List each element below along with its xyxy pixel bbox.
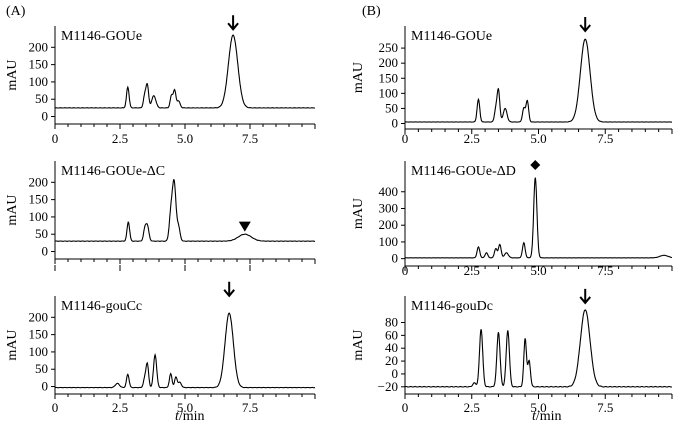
y-tick-label: 0 <box>42 244 49 259</box>
y-tick-label: 0 <box>392 251 399 266</box>
x-tick-label: 7.5 <box>597 131 613 146</box>
y-tick-label: 200 <box>29 309 49 324</box>
chromatogram-line <box>54 312 315 389</box>
y-axis-title: mAU <box>5 329 20 360</box>
chromatogram-line <box>404 309 672 388</box>
arrow-marker <box>579 17 591 33</box>
x-tick-label: 0 <box>52 131 59 146</box>
y-tick-label: 80 <box>385 315 398 330</box>
x-tick-label: 5.0 <box>530 263 546 278</box>
x-tick-label: 5.0 <box>530 131 546 146</box>
x-tick-label: 0 <box>52 400 59 415</box>
x-tick-label: 7.5 <box>597 400 613 415</box>
chart-title: M1146-GOUe <box>61 29 142 44</box>
y-tick-label: 100 <box>29 74 49 89</box>
chromatogram-line <box>54 178 316 242</box>
diamond-marker <box>530 160 541 170</box>
chromatogram-line <box>404 38 672 123</box>
y-tick-label: 200 <box>379 55 399 70</box>
x-tick-label: 7.5 <box>242 131 258 146</box>
y-tick-label: 250 <box>379 40 399 55</box>
panel-label-b: (B) <box>362 4 381 19</box>
x-tick-label: 0 <box>402 263 409 278</box>
y-tick-label: 50 <box>35 226 48 241</box>
y-axis-title: mAU <box>5 59 20 90</box>
y-axis-title: mAU <box>351 198 366 229</box>
y-tick-label: 100 <box>29 344 49 359</box>
y-tick-label: 0 <box>42 109 49 124</box>
y-axis-title: mAU <box>351 62 366 93</box>
y-axis-title: mAU <box>5 194 20 225</box>
y-tick-label: 150 <box>379 70 399 85</box>
x-axis-title-a: t/min <box>175 409 205 424</box>
y-tick-label: 200 <box>29 39 49 54</box>
y-tick-label: −20 <box>378 379 398 394</box>
chart-1: 0 50 100 150 200 0 2.5 5.0 7.5 mAU M1146-GOUe <box>5 15 316 146</box>
y-tick-label: 100 <box>379 234 399 249</box>
triangle-marker <box>238 221 251 232</box>
y-tick-label: 0 <box>392 366 399 381</box>
y-tick-label: 100 <box>29 209 49 224</box>
x-tick-label: 2.5 <box>112 131 128 146</box>
x-tick-label: 2.5 <box>464 131 480 146</box>
chromatogram-line <box>405 177 672 259</box>
chart-title: M1146-gouCc <box>61 299 142 314</box>
x-tick-label: 5.0 <box>530 400 546 415</box>
y-tick-label: 150 <box>29 327 49 342</box>
chart-title: M1146-GOUe-ΔC <box>61 164 165 179</box>
arrow-marker <box>223 281 235 298</box>
y-tick-label: 100 <box>379 85 399 100</box>
y-tick-label: 200 <box>379 217 399 232</box>
chromatogram-line <box>54 34 315 109</box>
x-tick-label: 2.5 <box>464 263 480 278</box>
x-tick-label: 5.0 <box>177 131 193 146</box>
y-axis-title: mAU <box>351 329 366 360</box>
x-tick-label: 7.5 <box>242 400 258 415</box>
y-tick-label: 0 <box>392 115 399 130</box>
y-tick-label: 0 <box>42 379 49 394</box>
chart-title: M1146-gouDc <box>411 299 493 314</box>
chart-3: 0 50 100 150 200 0 2.5 5.0 7.5 mAU M1146-gouCc <box>5 281 316 415</box>
y-tick-label: 200 <box>29 174 49 189</box>
y-tick-label: 50 <box>35 361 48 376</box>
chart-title: M1146-GOUe-ΔD <box>411 164 516 179</box>
arrow-marker <box>227 15 239 31</box>
y-tick-label: 50 <box>35 91 48 106</box>
arrow-marker <box>579 288 591 305</box>
y-tick-label: 60 <box>385 327 398 342</box>
y-tick-label: 50 <box>385 100 398 115</box>
x-tick-label: 0 <box>402 400 409 415</box>
x-tick-label: 2.5 <box>112 400 128 415</box>
y-tick-label: 150 <box>29 57 49 72</box>
chart-title: M1146-GOUe <box>411 29 492 44</box>
x-tick-label: 0 <box>402 131 409 146</box>
x-axis-title-b: t/min <box>532 409 562 424</box>
y-tick-label: 20 <box>385 353 398 368</box>
y-tick-label: 400 <box>379 184 399 199</box>
y-tick-label: 40 <box>385 340 398 355</box>
y-tick-label: 150 <box>29 192 49 207</box>
x-tick-label: 5.0 <box>177 400 193 415</box>
chart-2: 0 50 100 150 200 mAU M1146-GOUe-ΔC <box>5 161 316 271</box>
y-tick-label: 300 <box>379 200 399 215</box>
x-tick-label: 2.5 <box>464 400 480 415</box>
x-tick-label: 7.5 <box>597 263 613 278</box>
panel-label-a: (A) <box>6 4 26 19</box>
